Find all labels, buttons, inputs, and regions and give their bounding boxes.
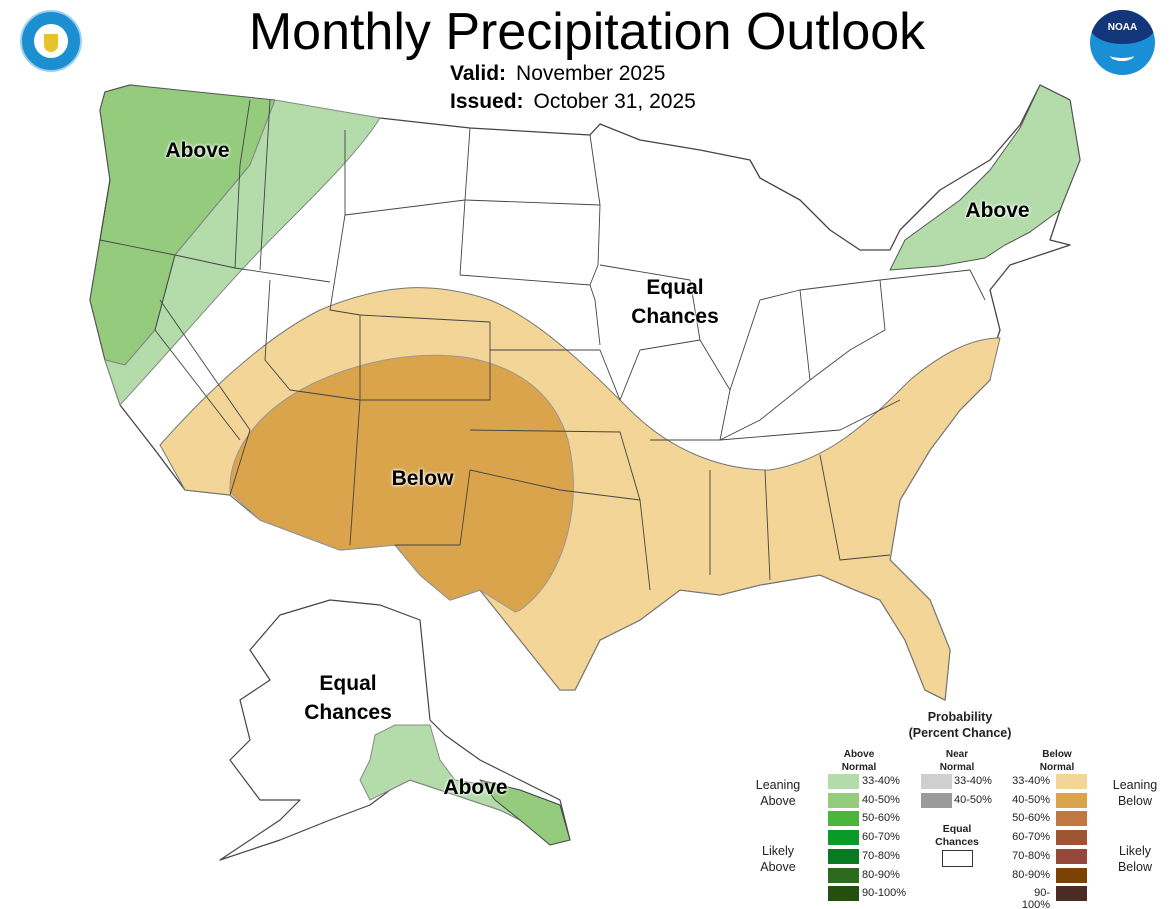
legend-swatch-above-0 bbox=[828, 774, 859, 789]
legend-range-below-2: 50-60% bbox=[1012, 812, 1050, 825]
label-below-southwest: Below bbox=[391, 467, 454, 490]
legend-range-near-0: 33-40% bbox=[954, 775, 992, 787]
legend-swatch-near-1 bbox=[921, 792, 952, 808]
legend-swatch-below-0 bbox=[1056, 774, 1087, 789]
label-above-alaska: Above bbox=[443, 776, 508, 799]
legend-swatch-near-0 bbox=[921, 774, 952, 789]
page-title: Monthly Precipitation Outlook bbox=[248, 3, 926, 61]
legend-likely-above: Likely Above bbox=[760, 844, 796, 874]
legend-swatch-below-3 bbox=[1056, 830, 1087, 846]
region-lean-above-west bbox=[104, 99, 381, 406]
legend-range-near-1: 40-50% bbox=[954, 793, 992, 806]
legend-range-below-5: 80-90% bbox=[1012, 868, 1050, 881]
legend-range-above-4: 70-80% bbox=[862, 849, 900, 862]
label-above-pacific-nw: Above bbox=[165, 139, 230, 162]
legend-title: Probability (Percent Chance) bbox=[908, 710, 1012, 740]
legend-below-header: Below Normal bbox=[1039, 749, 1075, 773]
legend-leaning-below: Leaning Below bbox=[1112, 778, 1158, 808]
issued-line: Issued: October 31, 2025 bbox=[450, 90, 696, 113]
legend-swatch-above-6 bbox=[828, 886, 859, 902]
region-above-alaska-panhandle bbox=[479, 779, 571, 846]
legend-swatch-below-5 bbox=[1056, 867, 1087, 883]
legend-range-above-1: 40-50% bbox=[862, 793, 900, 806]
legend-equal-chances-swatch bbox=[942, 850, 973, 867]
legend-range-below-0: 33-40% bbox=[1012, 775, 1050, 787]
legend-swatch-above-3 bbox=[828, 830, 859, 846]
commerce-seal-logo bbox=[20, 10, 82, 72]
legend-swatch-above-2 bbox=[828, 811, 859, 827]
legend-equal-chances: Equal Chances bbox=[935, 823, 979, 848]
region-below bbox=[229, 354, 574, 613]
legend-swatch-above-4 bbox=[828, 848, 859, 864]
probability-legend: Probability (Percent Chance) Above Normal … bbox=[740, 705, 1174, 909]
legend-swatch-below-6 bbox=[1056, 886, 1087, 902]
valid-line: Valid: November 2025 bbox=[450, 62, 666, 85]
legend-swatch-above-1 bbox=[828, 792, 859, 808]
legend-likely-below: Likely Below bbox=[1117, 844, 1153, 874]
legend-near-header: Near Normal bbox=[939, 749, 975, 773]
legend-range-above-3: 60-70% bbox=[862, 831, 900, 844]
legend-swatch-below-1 bbox=[1056, 792, 1087, 808]
legend-above-header: Above Normal bbox=[841, 749, 877, 773]
state-borders bbox=[99, 99, 986, 591]
label-above-northeast: Above bbox=[965, 199, 1030, 222]
legend-range-above-6: 90-100% bbox=[862, 887, 907, 900]
legend-range-below-6: 90-100% bbox=[1021, 887, 1050, 909]
issued-value: October 31, 2025 bbox=[533, 90, 696, 113]
legend-swatch-above-5 bbox=[828, 867, 859, 883]
legend-range-above-5: 80-90% bbox=[862, 868, 900, 881]
legend-swatch-below-4 bbox=[1056, 848, 1087, 864]
legend-range-above-0: 33-40% bbox=[862, 775, 900, 787]
noaa-logo: NOAA bbox=[1090, 10, 1155, 75]
legend-range-below-1: 40-50% bbox=[1012, 793, 1050, 806]
legend-range-above-2: 50-60% bbox=[862, 812, 900, 825]
legend-range-below-4: 70-80% bbox=[1012, 849, 1050, 862]
legend-swatch-below-2 bbox=[1056, 811, 1087, 827]
label-equal-chances-midwest: Equal Chances bbox=[631, 276, 719, 328]
legend-range-below-3: 60-70% bbox=[1012, 831, 1050, 844]
region-lean-above-northeast bbox=[889, 84, 1081, 271]
valid-value: November 2025 bbox=[516, 62, 666, 85]
legend-leaning-above: Leaning Above bbox=[755, 778, 801, 808]
label-equal-chances-alaska: Equal Chances bbox=[304, 672, 392, 724]
